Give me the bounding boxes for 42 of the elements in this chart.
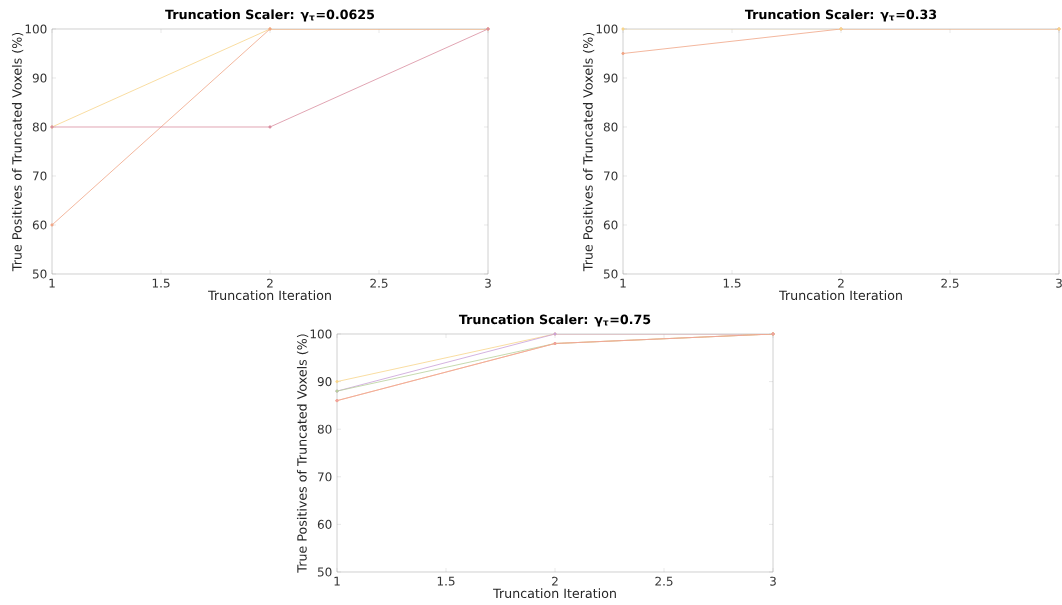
y-tick-label: 100: [25, 24, 47, 34]
x-tick-label: 2: [552, 576, 558, 586]
x-tick-label: 2.5: [370, 278, 388, 288]
x-tick-label: 1.5: [152, 278, 170, 288]
y-tick-label: 50: [603, 269, 618, 279]
x-axis-title: Truncation Iteration: [779, 290, 902, 301]
chart-title: Truncation Scaler: γ$_{τ}$=0.75: [458, 314, 651, 327]
chart-title: Truncation Scaler: γ$_{τ}$=0.0625: [165, 9, 375, 22]
y-tick-label: 100: [596, 24, 618, 34]
x-tick-label: 3: [770, 576, 776, 586]
chart-title: Truncation Scaler: γ$_{τ}$=0.33: [744, 9, 937, 22]
x-tick-label: 2.5: [941, 278, 959, 288]
x-tick-label: 2: [267, 278, 273, 288]
x-axis-title: Truncation Iteration: [208, 290, 331, 301]
x-tick-label: 1.5: [437, 576, 455, 586]
y-tick-label: 70: [604, 171, 618, 181]
y-tick-label: 80: [603, 122, 618, 132]
y-axis-title: True Positives of Truncated Voxels (%): [296, 334, 309, 573]
y-tick-label: 80: [32, 122, 47, 132]
y-tick-label: 90: [603, 73, 618, 83]
x-tick-label: 3: [485, 278, 491, 288]
x-tick-label: 1: [334, 576, 340, 586]
x-tick-label: 1: [620, 278, 626, 288]
y-axis-title: True Positives of Truncated Voxels (%): [582, 32, 595, 272]
y-axis-title: True Positives of Truncated Voxels (%): [11, 32, 24, 272]
y-tick-label: 50: [32, 269, 47, 279]
x-axis-title: Truncation Iteration: [493, 588, 616, 599]
y-tick-label: 80: [317, 424, 332, 434]
y-tick-label: 60: [32, 220, 47, 230]
y-tick-label: 90: [32, 73, 47, 83]
x-tick-label: 1.5: [723, 278, 741, 288]
x-tick-label: 3: [1056, 278, 1062, 288]
y-tick-label: 90: [317, 377, 332, 387]
y-tick-label: 60: [317, 519, 332, 529]
x-tick-label: 2.5: [655, 576, 673, 586]
y-tick-label: 60: [603, 220, 618, 230]
y-tick-label: 100: [310, 329, 332, 339]
y-tick-label: 70: [33, 171, 47, 181]
x-tick-label: 1: [49, 278, 55, 288]
y-tick-label: 50: [317, 567, 332, 577]
y-tick-label: 70: [318, 472, 332, 482]
x-tick-label: 2: [838, 278, 844, 288]
